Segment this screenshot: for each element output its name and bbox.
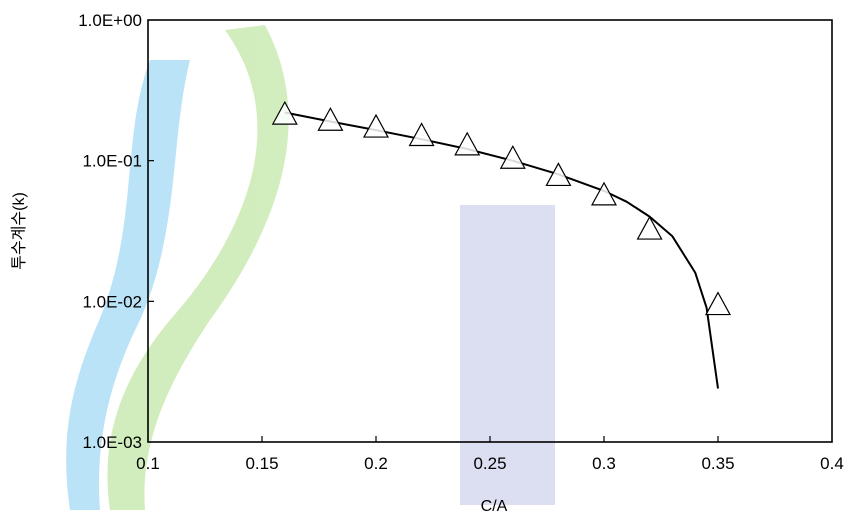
x-tick-label: 0.35 xyxy=(701,454,734,473)
data-markers xyxy=(271,100,732,316)
x-tick-label: 0.1 xyxy=(136,454,160,473)
axis-ticks: 0.1 0.15 0.2 0.25 0.3 0.35 0.4 1.0E-03 1.0E-02 1.… xyxy=(78,11,844,473)
y-tick-label: 1.0E-01 xyxy=(82,152,142,171)
x-tick-label: 0.3 xyxy=(592,454,616,473)
triangle-data-point xyxy=(362,113,390,138)
x-tick-label: 0.2 xyxy=(364,454,388,473)
x-tick-label: 0.25 xyxy=(473,454,506,473)
y-tick-label: 1.0E-03 xyxy=(82,433,142,452)
triangle-data-point xyxy=(499,145,526,169)
watermark xyxy=(66,25,555,510)
triangle-data-point xyxy=(590,181,618,206)
watermark-blue-swoosh xyxy=(66,60,190,510)
x-axis-title: C/A xyxy=(481,498,508,515)
x-tick-label: 0.4 xyxy=(820,454,844,473)
triangle-data-point xyxy=(408,122,435,147)
triangle-data-point xyxy=(545,162,572,187)
triangle-data-point xyxy=(454,131,481,156)
triangle-data-point xyxy=(271,100,298,125)
triangle-data-point xyxy=(704,291,732,316)
triangle-data-point xyxy=(317,107,344,131)
y-tick-label: 1.0E+00 xyxy=(78,11,142,30)
y-tick-label: 1.0E-02 xyxy=(82,292,142,311)
y-axis-title: 투수계수(k) xyxy=(10,192,28,270)
x-tick-label: 0.15 xyxy=(245,454,278,473)
watermark-green-swoosh xyxy=(107,25,289,510)
triangle-data-point xyxy=(636,215,663,240)
watermark-bar xyxy=(460,205,555,505)
